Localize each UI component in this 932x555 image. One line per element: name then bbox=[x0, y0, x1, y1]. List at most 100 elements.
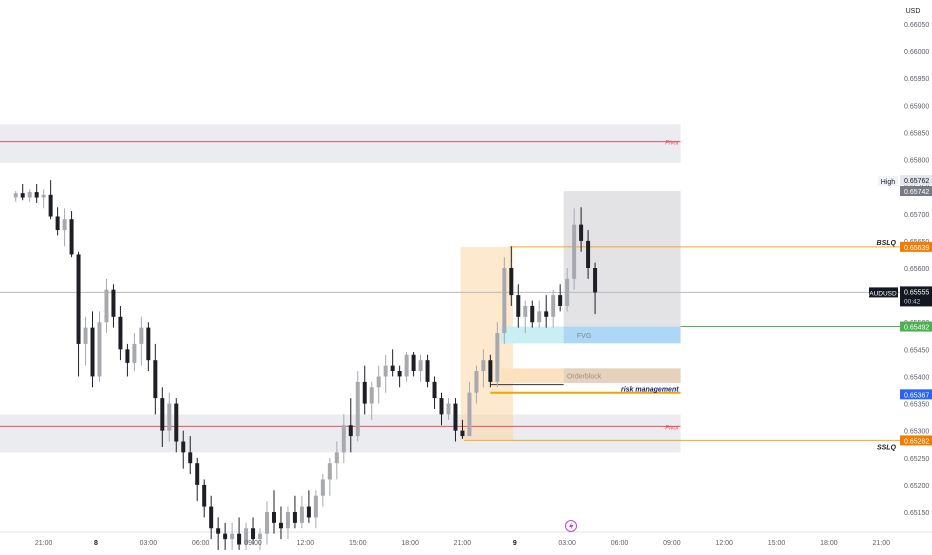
candle-body bbox=[146, 327, 151, 361]
price-tag: 0.65367 bbox=[900, 389, 932, 400]
candle bbox=[181, 430, 186, 469]
candle bbox=[209, 495, 214, 540]
candle bbox=[104, 278, 109, 334]
candle-body bbox=[544, 311, 549, 317]
candle-body bbox=[62, 219, 67, 231]
orderblock-zone bbox=[563, 368, 681, 383]
candle-body bbox=[216, 528, 221, 534]
candle bbox=[244, 522, 249, 550]
candle-body bbox=[27, 192, 32, 198]
candle-body bbox=[292, 512, 297, 523]
y-tick-label: 0.65250 bbox=[904, 456, 929, 463]
candle-body bbox=[334, 452, 339, 464]
candle-body bbox=[495, 333, 500, 382]
candle-body bbox=[132, 343, 137, 363]
x-tick-label: 06:00 bbox=[611, 540, 629, 547]
candle-body bbox=[474, 371, 479, 393]
countdown-value: 00:42 bbox=[904, 298, 921, 305]
y-tick-label: 0.65350 bbox=[904, 402, 929, 409]
y-tick-label: 0.65900 bbox=[904, 103, 929, 110]
candle bbox=[111, 284, 116, 328]
candle-body bbox=[76, 254, 81, 344]
price-tag-value: 0.65762 bbox=[904, 178, 929, 185]
candle bbox=[285, 506, 290, 540]
candle bbox=[404, 352, 409, 382]
candle bbox=[453, 398, 458, 442]
candle bbox=[474, 365, 479, 404]
candle-body bbox=[467, 392, 472, 437]
price-tag-value: 0.65555 bbox=[904, 289, 929, 296]
candle bbox=[530, 300, 535, 328]
y-tick-label: 0.65700 bbox=[904, 212, 929, 219]
y-tick-label: 0.65400 bbox=[904, 374, 929, 381]
candle-body bbox=[341, 425, 346, 453]
candle-body bbox=[572, 224, 577, 279]
candle-body bbox=[593, 268, 598, 293]
candle bbox=[265, 501, 270, 545]
candle bbox=[516, 284, 521, 328]
candle-body bbox=[20, 193, 25, 198]
candle-body bbox=[209, 506, 214, 529]
labels-layer: Pivot Pivot BSLQ SSLQ risk management FVG Orde… bbox=[567, 141, 897, 452]
symbol-tag-label: AUDUSD bbox=[869, 290, 897, 297]
candle-body bbox=[383, 365, 388, 377]
candle-body bbox=[167, 403, 172, 431]
candle bbox=[139, 316, 144, 366]
candle-body bbox=[453, 403, 458, 431]
session-break-icon bbox=[565, 520, 577, 532]
candle bbox=[495, 322, 500, 388]
candle-body bbox=[285, 512, 290, 529]
candle-body bbox=[516, 295, 521, 317]
candle bbox=[41, 189, 46, 209]
candle bbox=[481, 349, 486, 388]
price-tag-value: 0.65367 bbox=[904, 392, 929, 399]
candle-body bbox=[320, 479, 325, 496]
price-tag: 0.65762 bbox=[900, 175, 932, 186]
candle bbox=[544, 295, 549, 328]
range-box bbox=[563, 191, 681, 327]
candle bbox=[460, 419, 465, 439]
price-tag-box bbox=[900, 435, 932, 446]
x-tick-label: 09:00 bbox=[663, 540, 681, 547]
candle bbox=[551, 289, 556, 328]
candle-body bbox=[97, 322, 102, 377]
candle-body bbox=[355, 381, 360, 437]
candle bbox=[125, 343, 130, 377]
candle bbox=[27, 189, 32, 202]
candle-body bbox=[55, 216, 60, 231]
candle-body bbox=[153, 360, 158, 399]
price-tag-value: 0.65492 bbox=[904, 325, 929, 332]
candles-layer bbox=[13, 180, 598, 550]
candle-body bbox=[111, 289, 116, 317]
candle-body bbox=[523, 305, 528, 317]
candle-body bbox=[202, 484, 207, 507]
price-tag-box bbox=[900, 186, 932, 197]
candle-body bbox=[278, 522, 283, 529]
candle-body bbox=[251, 528, 256, 540]
candle bbox=[369, 381, 374, 420]
candle bbox=[432, 376, 437, 409]
candle-body bbox=[502, 268, 507, 334]
x-tick-label: 06:00 bbox=[192, 540, 210, 547]
candle-body bbox=[306, 506, 311, 518]
candle bbox=[76, 251, 81, 377]
candle bbox=[355, 371, 360, 442]
y-tick-label: 0.65450 bbox=[904, 347, 929, 354]
x-tick-label: 8 bbox=[94, 540, 98, 547]
candle bbox=[558, 284, 563, 312]
candle-body bbox=[579, 224, 584, 241]
candle-body bbox=[244, 528, 249, 545]
pivot-low-zone bbox=[0, 414, 681, 453]
candle bbox=[397, 365, 402, 388]
price-tag-value: 0.65742 bbox=[904, 189, 929, 196]
candle bbox=[132, 333, 137, 372]
price-tag: 0.65639 bbox=[900, 241, 932, 252]
candle bbox=[202, 479, 207, 518]
candle bbox=[320, 474, 325, 507]
candle bbox=[439, 392, 444, 426]
candle bbox=[223, 522, 228, 550]
sslq-label: SSLQ bbox=[877, 444, 897, 451]
price-tag-value: 0.65282 bbox=[904, 438, 929, 445]
